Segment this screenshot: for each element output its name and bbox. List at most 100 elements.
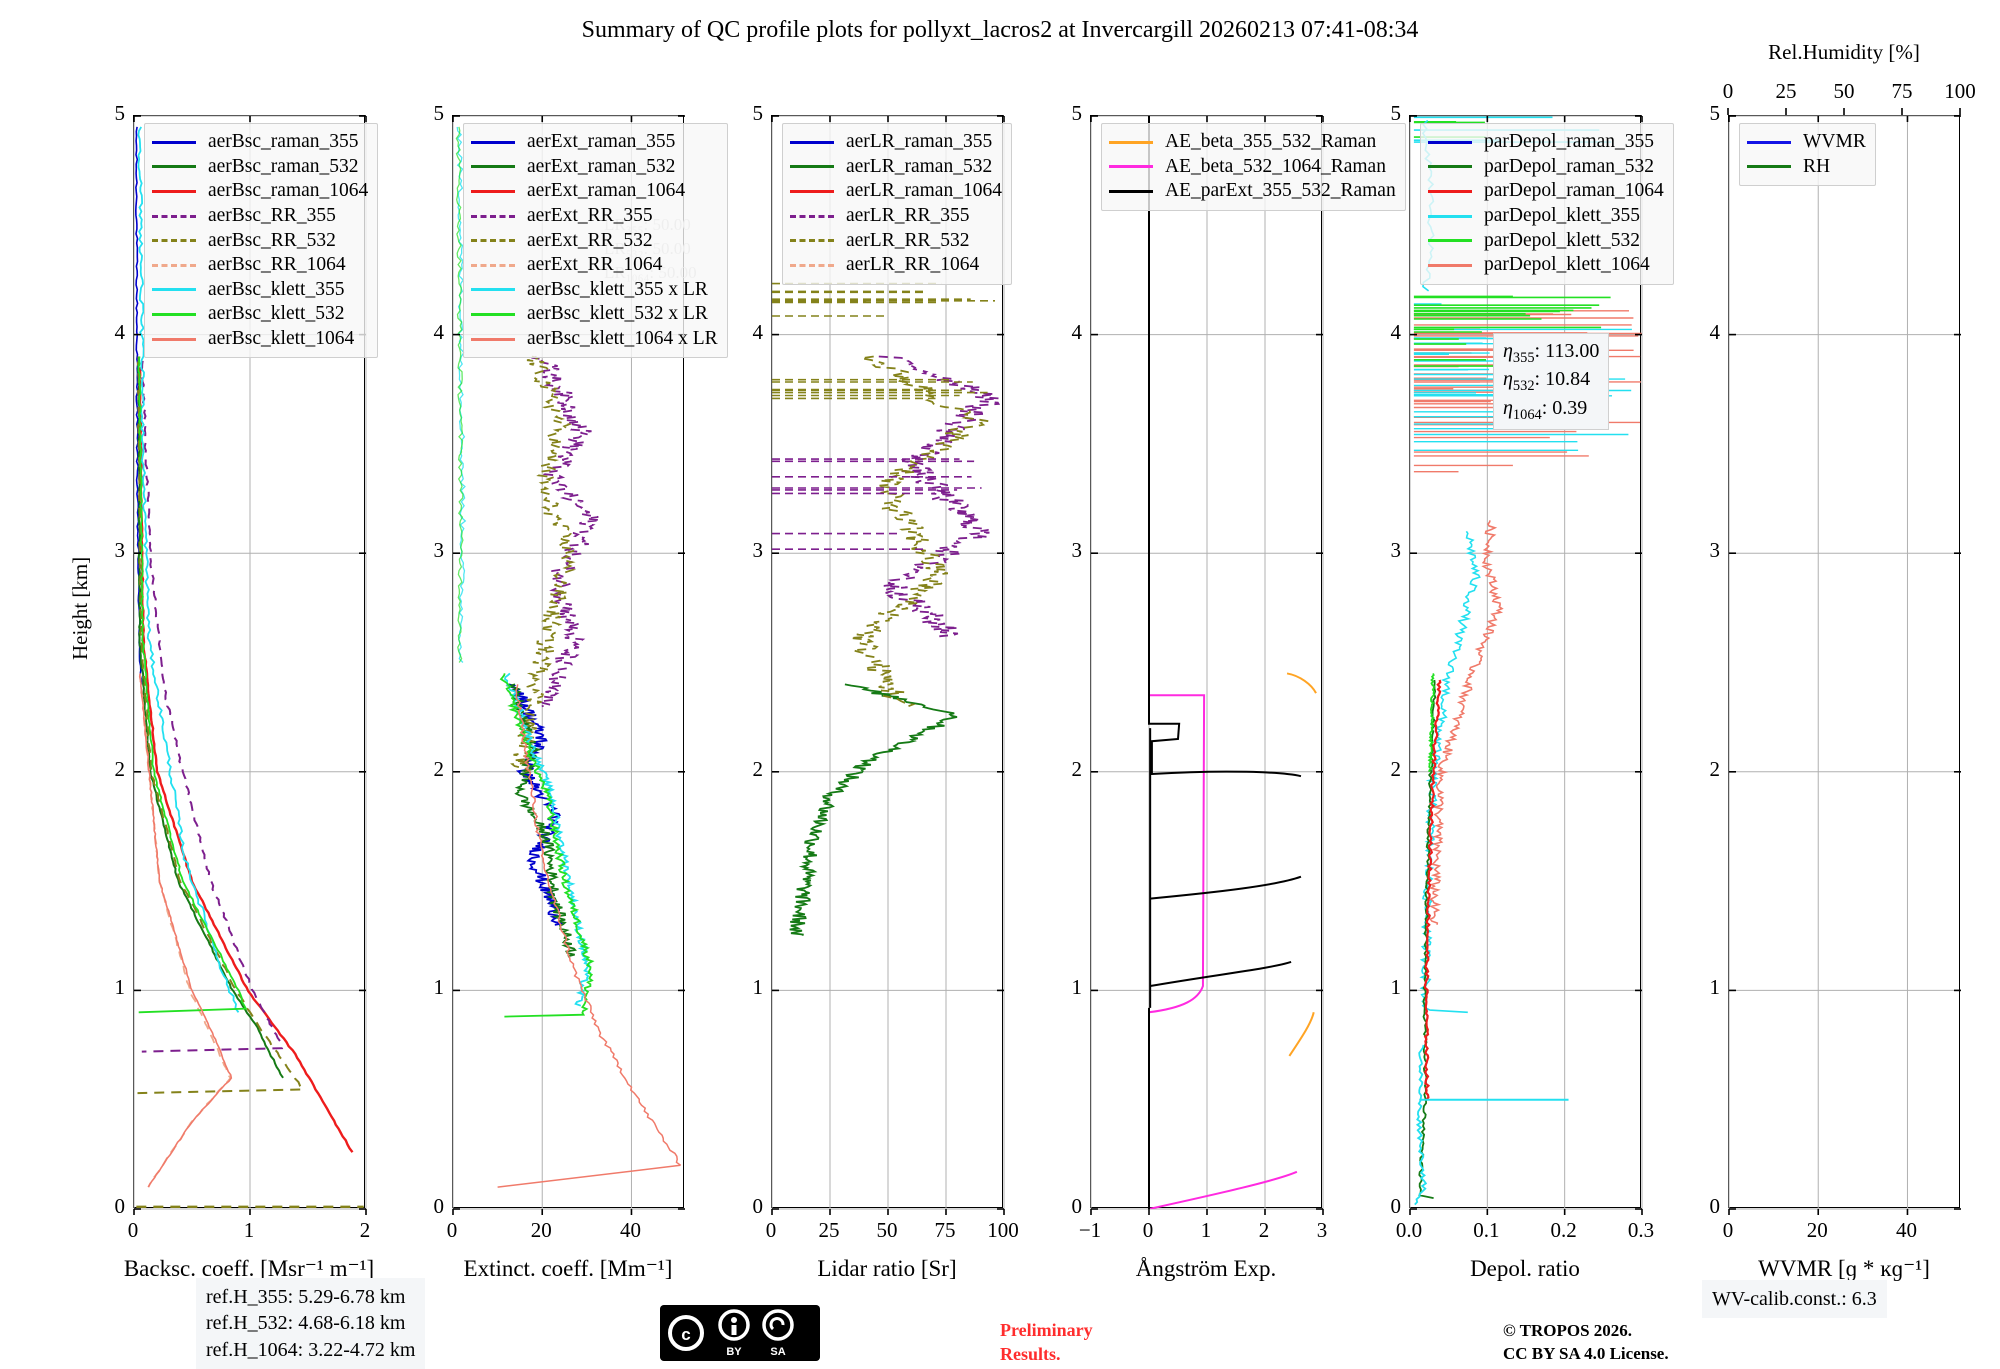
legend-item[interactable]: aerExt_raman_355: [471, 130, 718, 155]
rh-tick-label: 75: [1891, 79, 1913, 103]
reference-height-line: ref.H_355: 5.29-6.78 km: [206, 1286, 406, 1308]
legend-swatch-icon: [790, 140, 834, 144]
legend-label: parDepol_klett_1064: [1484, 254, 1650, 276]
legend-backscatter[interactable]: aerBsc_raman_355 aerBsc_raman_532 aerBsc_r…: [144, 123, 379, 359]
x-axis-label-lidar-ratio: Lidar ratio [Sr]: [817, 1256, 957, 1281]
legend-item[interactable]: aerBsc_RR_355: [152, 204, 368, 229]
legend-item[interactable]: aerBsc_klett_532: [152, 302, 368, 327]
legend-swatch-icon: [471, 337, 515, 341]
legend-item[interactable]: AE_beta_532_1064_Raman: [1109, 155, 1396, 180]
preliminary-line-2: Results.: [1000, 1344, 1061, 1365]
legend-extinction[interactable]: aerExt_raman_355 aerExt_raman_532 aerExt_r…: [463, 123, 728, 359]
legend-item[interactable]: aerBsc_klett_1064 x LR: [471, 327, 718, 352]
legend-swatch-icon: [471, 189, 515, 193]
legend-item[interactable]: parDepol_raman_1064: [1428, 179, 1664, 204]
y-tick-label: 4: [433, 319, 445, 344]
legend-swatch-icon: [1428, 189, 1472, 193]
legend-swatch-icon: [471, 214, 515, 218]
eta-value: : 10.84: [1534, 368, 1591, 391]
rh-tick-label: 100: [1944, 79, 1976, 103]
legend-item[interactable]: AE_parExt_355_532_Raman: [1109, 179, 1396, 204]
eta-row: η1064: 0.39: [1503, 396, 1599, 424]
y-tick-label: 1: [433, 975, 445, 1000]
eta-row: η355: 113.00: [1503, 339, 1599, 367]
legend-wvmr-rh[interactable]: WVMR RH: [1739, 123, 1876, 187]
legend-item[interactable]: aerLR_raman_1064: [790, 179, 1002, 204]
x-tick-label: 40: [1895, 1218, 1917, 1242]
legend-label: aerLR_raman_355: [846, 131, 993, 153]
cc-logo-icon: c BY SA: [660, 1305, 820, 1361]
x-tick-label: 40: [619, 1218, 641, 1242]
legend-item[interactable]: aerLR_RR_1064: [790, 253, 1002, 278]
copyright-line-2: CC BY SA 4.0 License.: [1503, 1343, 1669, 1363]
legend-item[interactable]: aerExt_RR_532: [471, 228, 718, 253]
y-tick-label: 2: [114, 756, 126, 781]
x-tick-label: 0: [446, 1218, 458, 1242]
legend-item[interactable]: aerLR_RR_532: [790, 228, 1002, 253]
legend-label: aerBsc_klett_532 x LR: [527, 303, 708, 325]
legend-item[interactable]: parDepol_raman_355: [1428, 130, 1664, 155]
legend-item[interactable]: aerBsc_klett_532 x LR: [471, 302, 718, 327]
legend-item[interactable]: RH: [1747, 155, 1866, 180]
creative-commons-logo: c BY SA: [660, 1305, 820, 1361]
eta-subscript: 532: [1512, 378, 1535, 395]
legend-item[interactable]: aerExt_RR_1064: [471, 253, 718, 278]
legend-label: parDepol_raman_532: [1484, 155, 1655, 177]
legend-label: WVMR: [1803, 131, 1866, 153]
legend-swatch-icon: [790, 239, 834, 243]
legend-swatch-icon: [471, 239, 515, 243]
y-tick-label: 1: [114, 975, 126, 1000]
legend-label: aerBsc_raman_1064: [208, 180, 369, 202]
x-tick-label: 0: [1142, 1218, 1154, 1242]
legend-label: aerExt_RR_1064: [527, 254, 663, 276]
svg-text:SA: SA: [770, 1346, 785, 1358]
legend-item[interactable]: aerBsc_raman_532: [152, 155, 368, 180]
legend-label: aerExt_RR_532: [527, 229, 653, 251]
legend-item[interactable]: aerBsc_klett_355 x LR: [471, 278, 718, 303]
legend-item[interactable]: parDepol_klett_355: [1428, 204, 1664, 229]
legend-item[interactable]: aerLR_raman_532: [790, 155, 1002, 180]
legend-swatch-icon: [471, 263, 515, 267]
svg-text:BY: BY: [726, 1346, 742, 1358]
y-tick-label: 5: [1709, 101, 1721, 125]
legend-angstrom[interactable]: AE_beta_355_532_Raman AE_beta_532_1064_Ra…: [1101, 123, 1406, 211]
legend-label: aerBsc_klett_355: [208, 278, 345, 300]
y-tick-label: 5: [433, 101, 445, 125]
legend-item[interactable]: parDepol_klett_1064: [1428, 253, 1664, 278]
legend-item[interactable]: aerBsc_RR_1064: [152, 253, 368, 278]
legend-item[interactable]: aerBsc_klett_1064: [152, 327, 368, 352]
legend-item[interactable]: aerExt_RR_355: [471, 204, 718, 229]
legend-item[interactable]: aerBsc_raman_1064: [152, 179, 368, 204]
y-tick-label: 1: [1390, 975, 1402, 1000]
legend-item[interactable]: aerBsc_klett_355: [152, 278, 368, 303]
legend-lidar-ratio[interactable]: aerLR_raman_355 aerLR_raman_532 aerLR_rama…: [782, 123, 1012, 285]
legend-swatch-icon: [471, 288, 515, 292]
legend-label: aerLR_RR_532: [846, 229, 970, 251]
legend-item[interactable]: aerExt_raman_1064: [471, 179, 718, 204]
y-tick-label: 5: [1071, 101, 1083, 125]
legend-label: aerBsc_klett_1064 x LR: [527, 328, 718, 350]
legend-item[interactable]: aerLR_RR_355: [790, 204, 1002, 229]
page-title: Summary of QC profile plots for pollyxt_…: [581, 17, 1419, 43]
eta-annotation: η355: 113.00 η 532: 10.84 η1064: 0.39: [1493, 333, 1610, 431]
legend-label: AE_parExt_355_532_Raman: [1165, 180, 1396, 202]
legend-swatch-icon: [471, 140, 515, 144]
legend-swatch-icon: [1428, 263, 1472, 267]
legend-item[interactable]: WVMR: [1747, 130, 1866, 155]
legend-depolarization[interactable]: parDepol_raman_355 parDepol_raman_532 parD…: [1420, 123, 1674, 285]
legend-label: AE_beta_355_532_Raman: [1165, 131, 1377, 153]
legend-label: aerBsc_RR_532: [208, 229, 336, 251]
eta-symbol: η: [1503, 340, 1513, 362]
legend-item[interactable]: aerLR_raman_355: [790, 130, 1002, 155]
x-tick-label: 25: [818, 1218, 840, 1242]
legend-item[interactable]: aerExt_raman_532: [471, 155, 718, 180]
legend-item[interactable]: parDepol_klett_532: [1428, 228, 1664, 253]
legend-item[interactable]: parDepol_raman_532: [1428, 155, 1664, 180]
legend-item[interactable]: aerBsc_raman_355: [152, 130, 368, 155]
legend-swatch-icon: [1747, 165, 1791, 169]
legend-label: parDepol_raman_1064: [1484, 180, 1664, 202]
legend-item[interactable]: AE_beta_355_532_Raman: [1109, 130, 1396, 155]
legend-item[interactable]: aerBsc_RR_532: [152, 228, 368, 253]
x-tick-label: 1: [1200, 1218, 1212, 1242]
copyright-notice: © TROPOS 2026. CC BY SA 4.0 License.: [1503, 1320, 1669, 1366]
